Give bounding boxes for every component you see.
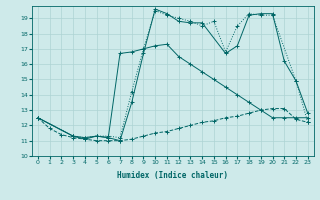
X-axis label: Humidex (Indice chaleur): Humidex (Indice chaleur) — [117, 171, 228, 180]
